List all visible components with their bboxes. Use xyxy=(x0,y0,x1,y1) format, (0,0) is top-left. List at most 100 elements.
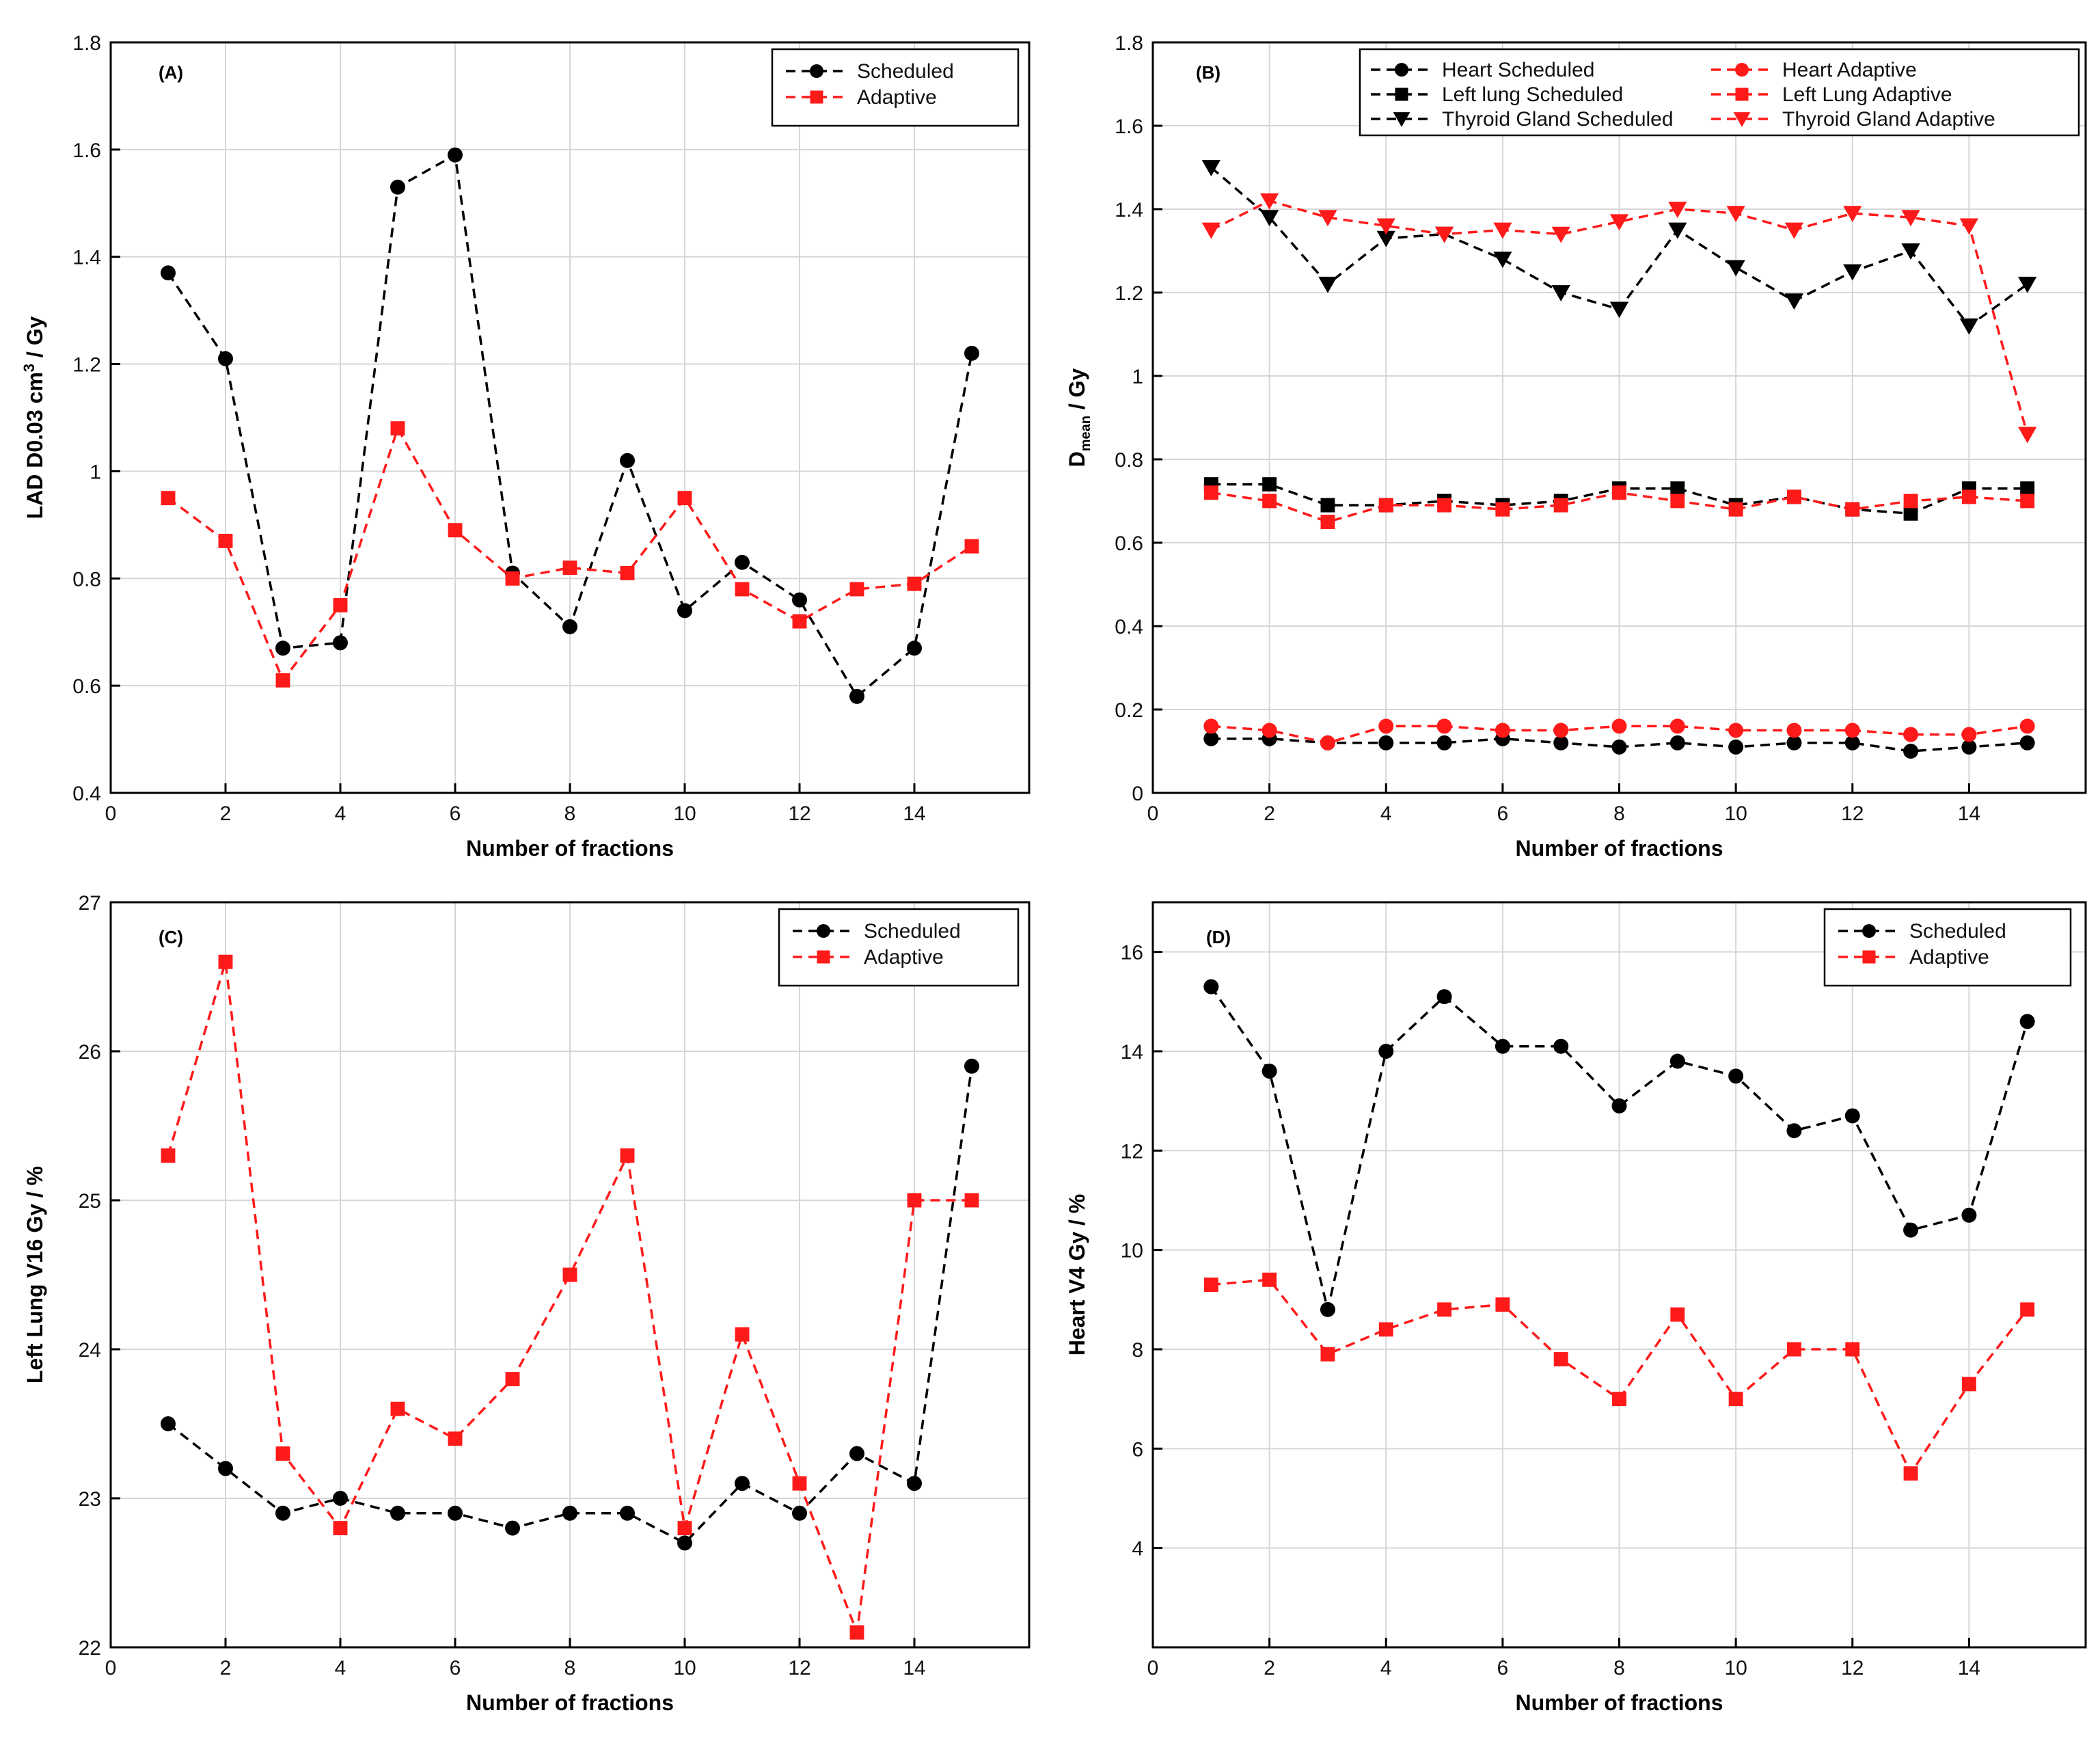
x-tick-label: 14 xyxy=(903,802,925,825)
data-point xyxy=(1262,722,1277,738)
data-point xyxy=(1903,506,1918,521)
data-point xyxy=(275,673,290,688)
x-tick-label: 4 xyxy=(335,802,346,825)
data-point xyxy=(1436,718,1452,734)
data-point xyxy=(1901,210,1920,227)
data-point xyxy=(1436,989,1452,1005)
y-axis-label-text: Left Lung V16 Gy / % xyxy=(23,1166,47,1383)
legend: Scheduled Adaptive xyxy=(1823,908,2072,987)
data-point xyxy=(1961,489,1976,504)
legend-marker xyxy=(1862,924,1876,938)
data-point xyxy=(275,1505,290,1521)
data-point xyxy=(849,582,864,597)
data-point xyxy=(1784,222,1804,239)
data-point xyxy=(1203,1278,1218,1292)
data-point xyxy=(1668,202,1687,218)
data-point xyxy=(1843,206,1862,223)
data-point xyxy=(390,421,405,436)
x-tick-label: 8 xyxy=(1613,1657,1625,1679)
data-point xyxy=(1376,218,1395,235)
data-point xyxy=(1553,722,1569,738)
data-point xyxy=(964,1193,979,1208)
series-adaptive xyxy=(161,954,979,1640)
y-axis-label-unit: / Gy xyxy=(1065,368,1089,416)
data-point xyxy=(1259,193,1279,210)
data-point xyxy=(849,1625,864,1640)
data-point xyxy=(1903,494,1918,509)
y-axis-label-text: LAD D0.03 cm xyxy=(23,372,47,519)
data-point xyxy=(1843,264,1862,281)
y-tick-label: 25 xyxy=(79,1190,101,1213)
data-point xyxy=(1201,222,1221,239)
legend-label: Thyroid Gland Scheduled xyxy=(1442,108,1674,131)
data-point xyxy=(1262,477,1277,492)
data-point xyxy=(1669,1053,1685,1069)
panel-label: (C) xyxy=(159,927,183,947)
data-point xyxy=(448,1431,463,1446)
legend-marker xyxy=(1393,112,1410,127)
data-point xyxy=(620,565,635,580)
series-thyroid-gland-adaptive xyxy=(1201,193,2037,444)
data-point xyxy=(1437,498,1452,513)
legend-label: Thyroid Gland Adaptive xyxy=(1782,108,1995,131)
y-axis-label-text: Heart V4 Gy / % xyxy=(1065,1194,1089,1356)
y-tick-label: 1.2 xyxy=(72,354,101,377)
data-point xyxy=(1959,318,1979,335)
data-point xyxy=(1728,722,1744,738)
data-point xyxy=(735,1476,750,1491)
y-tick-label: 12 xyxy=(1121,1140,1143,1163)
data-point xyxy=(505,1372,520,1387)
legend: Heart Scheduled Heart Adaptive Left lung S… xyxy=(1359,48,2080,137)
legend-label: Adaptive xyxy=(1909,946,1989,969)
data-point xyxy=(390,1401,405,1416)
data-point xyxy=(1262,1064,1277,1079)
data-point xyxy=(1378,718,1394,734)
data-point xyxy=(1961,739,1977,755)
data-point xyxy=(620,1505,635,1521)
data-point xyxy=(964,1058,979,1074)
data-point xyxy=(1320,1347,1335,1362)
y-tick-label: 24 xyxy=(79,1339,101,1362)
data-point xyxy=(1434,226,1454,243)
x-tick-label: 12 xyxy=(788,1657,810,1679)
y-tick-label: 1.8 xyxy=(1115,32,1143,55)
data-point xyxy=(1786,1123,1802,1139)
y-tick-label: 0.4 xyxy=(1115,616,1143,638)
data-point xyxy=(2019,735,2035,751)
panel-label: (A) xyxy=(159,62,183,83)
series-scheduled xyxy=(1203,979,2035,1317)
data-point xyxy=(1844,1108,1860,1124)
data-point xyxy=(562,1267,577,1282)
data-point xyxy=(1378,1322,1393,1337)
series-line xyxy=(167,425,972,683)
data-point xyxy=(1903,1466,1918,1481)
data-point xyxy=(792,1476,807,1491)
y-tick-label: 22 xyxy=(79,1637,101,1660)
data-point xyxy=(1609,214,1629,231)
data-point xyxy=(677,1521,692,1536)
y-tick-label: 8 xyxy=(1132,1339,1143,1362)
y-tick-label: 1.6 xyxy=(1115,116,1143,138)
x-tick-label: 0 xyxy=(105,802,117,825)
data-point xyxy=(1437,1302,1452,1317)
data-point xyxy=(1728,502,1743,517)
data-point xyxy=(161,1148,176,1163)
data-point xyxy=(677,1535,692,1551)
data-point xyxy=(275,640,290,656)
data-point xyxy=(1318,210,1337,227)
data-point xyxy=(677,603,692,619)
data-point xyxy=(1903,727,1919,742)
data-point xyxy=(620,1148,635,1163)
x-axis-label: Number of fractions xyxy=(1515,836,1723,861)
data-point xyxy=(1495,1297,1510,1312)
x-tick-label: 4 xyxy=(1380,1657,1392,1679)
data-point xyxy=(735,582,750,597)
data-point xyxy=(2019,1014,2035,1029)
x-tick-label: 2 xyxy=(220,1657,232,1679)
y-tick-label: 23 xyxy=(79,1488,101,1511)
data-point xyxy=(1553,1038,1569,1054)
panel-label: (B) xyxy=(1196,62,1221,83)
data-point xyxy=(448,1505,463,1521)
data-point xyxy=(1376,230,1395,247)
